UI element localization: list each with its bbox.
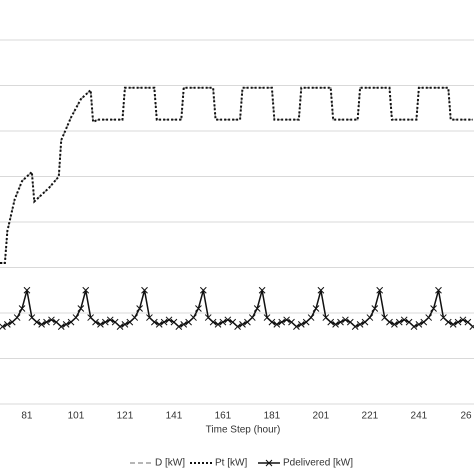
marker xyxy=(13,314,21,321)
marker xyxy=(391,321,398,328)
marker xyxy=(62,321,70,328)
marker xyxy=(386,318,393,326)
marker xyxy=(195,305,202,312)
marker xyxy=(57,323,65,331)
marker xyxy=(395,318,403,326)
marker xyxy=(312,305,320,312)
marker xyxy=(297,321,305,328)
marker xyxy=(131,314,139,321)
marker xyxy=(410,323,418,331)
marker xyxy=(435,286,442,294)
x-tick-label: 161 xyxy=(215,411,232,422)
marker xyxy=(155,321,163,328)
x-tick-label: 121 xyxy=(117,411,134,422)
marker xyxy=(469,323,474,331)
x-tick-label: 101 xyxy=(68,411,85,422)
marker xyxy=(180,321,188,328)
marker xyxy=(116,323,124,331)
marker xyxy=(0,323,6,331)
marker xyxy=(121,321,129,328)
marker xyxy=(33,318,41,326)
legend-label: Pdelivered [kW] xyxy=(283,458,353,469)
marker xyxy=(82,286,90,294)
marker xyxy=(175,323,183,331)
marker xyxy=(371,305,379,312)
marker xyxy=(38,321,45,328)
marker xyxy=(327,318,335,326)
series-line xyxy=(0,87,473,264)
x-tick-label: 26 xyxy=(460,411,472,422)
marker xyxy=(283,316,290,324)
marker xyxy=(430,305,437,312)
marker xyxy=(97,321,104,328)
marker xyxy=(43,318,50,326)
x-tick-label: 181 xyxy=(264,411,281,422)
x-tick-label: 81 xyxy=(21,411,33,422)
marker xyxy=(258,286,266,294)
marker xyxy=(248,314,256,321)
x-tick-label: 141 xyxy=(166,411,183,422)
marker xyxy=(351,323,359,331)
marker xyxy=(209,318,217,326)
x-axis-label: Time Step (hour) xyxy=(206,425,281,436)
series-line xyxy=(0,86,473,264)
marker xyxy=(224,316,232,324)
marker xyxy=(342,316,349,324)
marker xyxy=(72,314,80,321)
marker xyxy=(219,318,227,326)
marker xyxy=(415,321,423,328)
marker xyxy=(307,314,315,321)
marker xyxy=(376,286,384,294)
marker xyxy=(425,314,433,321)
marker xyxy=(214,321,222,328)
marker xyxy=(199,286,207,294)
marker xyxy=(239,321,246,328)
marker xyxy=(356,321,364,328)
marker xyxy=(48,316,55,324)
x-tick-label: 201 xyxy=(313,411,330,422)
marker xyxy=(141,286,148,294)
marker xyxy=(165,316,173,324)
x-tick-label: 221 xyxy=(362,411,379,422)
marker xyxy=(317,286,325,294)
marker xyxy=(268,318,276,326)
marker xyxy=(332,321,339,328)
marker xyxy=(101,318,109,326)
marker xyxy=(23,286,31,294)
marker xyxy=(190,314,197,321)
marker xyxy=(150,318,158,326)
marker xyxy=(293,323,300,331)
marker xyxy=(3,321,11,328)
marker xyxy=(106,316,114,324)
marker xyxy=(366,314,374,321)
marker xyxy=(160,318,168,326)
legend-label: Pt [kW] xyxy=(215,458,247,469)
marker xyxy=(459,316,467,324)
marker xyxy=(278,318,286,326)
legend-marker xyxy=(265,459,273,467)
marker xyxy=(92,318,99,326)
marker xyxy=(400,316,408,324)
marker xyxy=(273,321,281,328)
marker xyxy=(77,305,85,312)
marker xyxy=(444,318,452,326)
marker xyxy=(337,318,344,326)
marker xyxy=(449,321,457,328)
marker xyxy=(136,305,143,312)
marker xyxy=(253,305,261,312)
legend-label: D [kW] xyxy=(155,458,185,469)
marker xyxy=(18,305,26,312)
x-tick-label: 241 xyxy=(411,411,428,422)
marker xyxy=(234,323,241,331)
marker xyxy=(454,318,462,326)
